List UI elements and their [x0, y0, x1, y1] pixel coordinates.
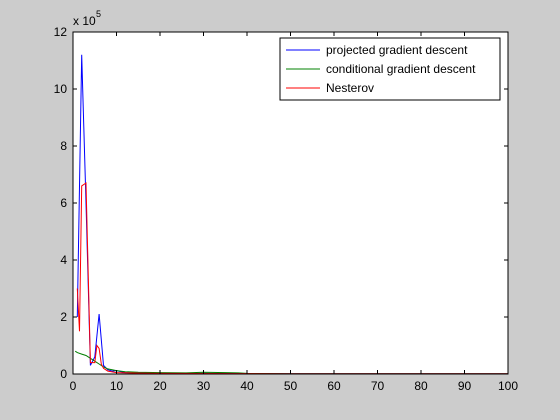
legend-label-2: Nesterov	[326, 81, 374, 95]
x-tick-label-1: 10	[110, 379, 124, 393]
x-tick-label-5: 50	[284, 379, 298, 393]
y-tick-label-3: 6	[60, 196, 67, 210]
y-tick-label-1: 2	[60, 310, 67, 324]
y-multiplier-label: x 10	[73, 14, 96, 28]
y-multiplier: x 10 5	[73, 9, 101, 28]
y-tick-label-5: 10	[54, 82, 68, 96]
y-multiplier-exponent: 5	[96, 9, 101, 19]
x-tick-label-3: 30	[197, 379, 211, 393]
x-tick-label-4: 40	[240, 379, 254, 393]
series-line-2	[76, 182, 508, 375]
x-tick-label-8: 80	[414, 379, 428, 393]
x-tick-label-2: 20	[153, 379, 167, 393]
series-layer	[74, 54, 508, 375]
legend-label-0: projected gradient descent	[326, 43, 468, 57]
y-tick-label-2: 4	[60, 253, 67, 267]
legend-label-1: conditional gradient descent	[326, 62, 476, 76]
x-tick-label-6: 60	[327, 379, 341, 393]
tick-layer: 0 10 20 30 40 50 60 70 80 90 100 0 2 4 6 8 10 12	[54, 25, 519, 393]
series-line-1	[74, 350, 508, 375]
y-tick-label-4: 8	[60, 139, 67, 153]
x-tick-label-9: 90	[458, 379, 472, 393]
legend: projected gradient descent conditional gr…	[279, 37, 501, 101]
x-tick-label-0: 0	[70, 379, 77, 393]
x-tick-label-10: 100	[498, 379, 518, 393]
y-tick-label-6: 12	[54, 25, 68, 39]
y-tick-label-0: 0	[60, 367, 67, 381]
x-tick-label-7: 70	[371, 379, 385, 393]
